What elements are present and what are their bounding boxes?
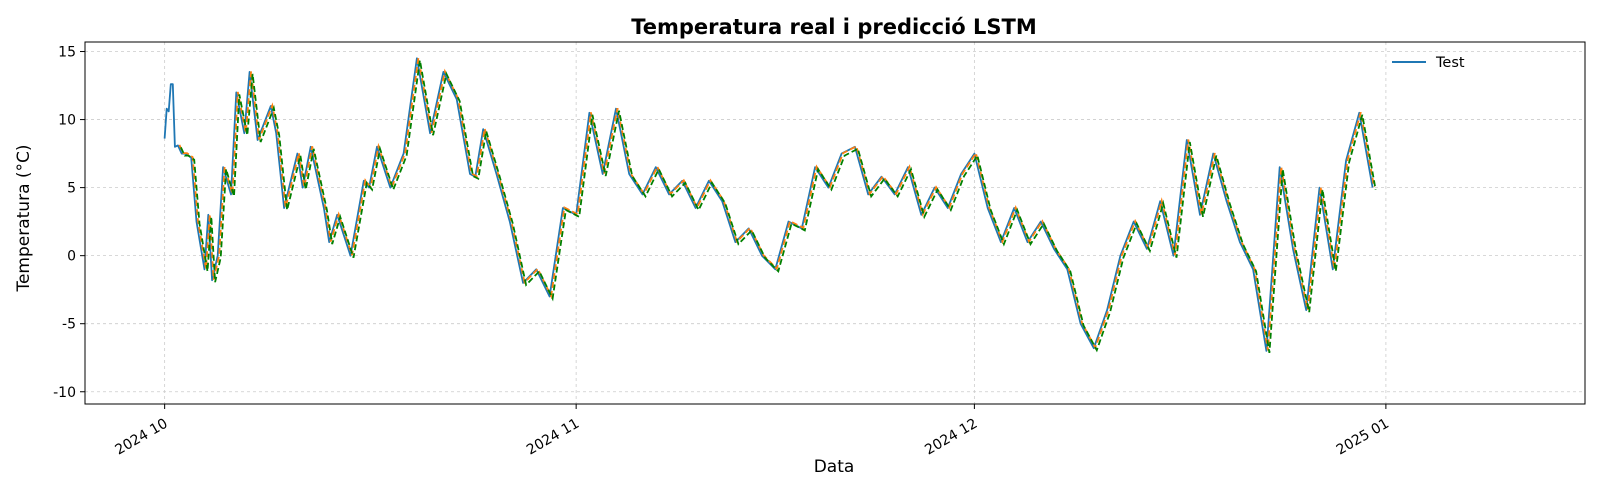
y-tick-label: 5 (67, 181, 76, 197)
series-line-test (163, 57, 1374, 352)
legend: Test (1392, 55, 1465, 71)
x-tick-label: 2024 10 (112, 416, 170, 459)
y-axis-title: Temperatura (°C) (14, 144, 34, 292)
chart-title: Temperatura real i predicció LSTM (631, 15, 1037, 39)
y-tick-label: -10 (53, 385, 76, 401)
y-tick-label: -5 (62, 317, 76, 333)
series-line-pred-reinject (180, 60, 1377, 354)
y-tick-label: 15 (58, 45, 76, 61)
plot-frame (84, 41, 1586, 405)
series-line-pred-batch (178, 57, 1375, 351)
grid-layer (85, 42, 1585, 404)
y-tick-label: 10 (58, 113, 76, 129)
x-tick-label: 2025 01 (1334, 416, 1392, 459)
x-axis-title: Data (814, 457, 855, 477)
legend-entry-test-label: Test (1435, 55, 1465, 71)
x-tick-label: 2024 11 (524, 416, 582, 459)
series-layer (163, 57, 1377, 354)
x-tick-label: 2024 12 (922, 416, 980, 459)
y-tick-label: 0 (67, 249, 76, 265)
